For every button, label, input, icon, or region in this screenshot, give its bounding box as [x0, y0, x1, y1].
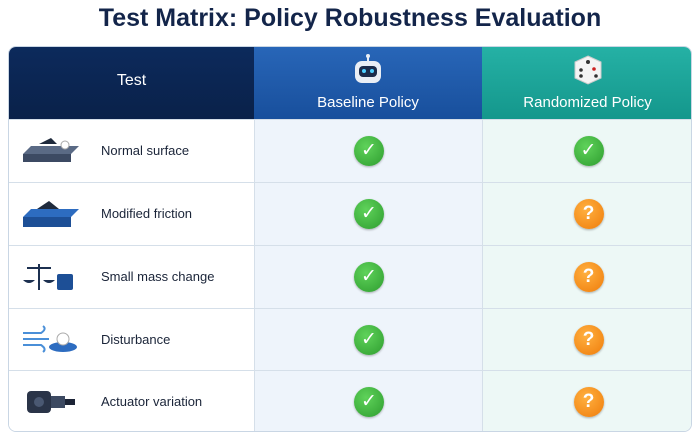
surface-icon: [23, 138, 79, 162]
result-cell: ✓: [254, 183, 483, 245]
uncertain-badge: ?: [573, 387, 604, 417]
header-cell: Test: [9, 47, 254, 119]
robot-icon: [355, 54, 381, 83]
pass-badge: ✓: [354, 262, 384, 292]
result-cell: ?: [482, 309, 691, 371]
result-cell: ✓: [482, 120, 691, 182]
header-text: Randomized Policy: [523, 94, 652, 111]
test-cell: Small mass change: [9, 246, 254, 308]
title: Test Matrix: Policy Robustness Evaluatio…: [98, 4, 602, 32]
pass-badge: ✓: [354, 387, 384, 417]
pass-badge: ✓: [354, 199, 384, 229]
wind-icon: [23, 325, 77, 353]
test-cell: Disturbance: [9, 309, 254, 371]
result-cell: ?: [482, 371, 691, 431]
header-text: Test: [116, 72, 147, 89]
result-cell: ?: [482, 246, 691, 308]
table-row: Small mass change ✓ ?: [9, 245, 691, 308]
header-cell: Baseline Policy: [254, 47, 482, 119]
scale-icon: [23, 264, 73, 290]
result-cell: ✓: [254, 120, 483, 182]
table-row: Actuator variation ✓ ?: [9, 370, 691, 431]
table-row: Normal surface ✓ ✓: [9, 119, 691, 182]
test-label: Small mass change: [101, 269, 215, 284]
uncertain-badge: ?: [573, 199, 604, 229]
pass-badge: ✓: [354, 136, 384, 166]
table-row: Disturbance ✓ ?: [9, 308, 691, 371]
pass-badge: ✓: [573, 136, 604, 166]
result-cell: ✓: [254, 371, 483, 431]
dice-icon: [574, 55, 601, 85]
result-cell: ✓: [254, 309, 483, 371]
result-cell: ✓: [254, 246, 483, 308]
header-text: Baseline Policy: [317, 94, 419, 111]
actuator-icon: [27, 391, 75, 413]
test-label: Actuator variation: [101, 394, 203, 409]
uncertain-badge: ?: [573, 262, 604, 292]
test-label: Disturbance: [101, 332, 171, 347]
result-cell: ?: [482, 183, 691, 245]
friction-icon: [23, 201, 79, 227]
uncertain-badge: ?: [573, 325, 604, 355]
test-label: Normal surface: [101, 143, 190, 158]
test-cell: Actuator variation: [9, 371, 254, 431]
test-cell: Normal surface: [9, 120, 254, 182]
table-row: Modified friction ✓ ?: [9, 182, 691, 245]
header-cell: Randomized Policy: [482, 47, 691, 119]
test-cell: Modified friction: [9, 183, 254, 245]
test-label: Modified friction: [101, 206, 193, 221]
pass-badge: ✓: [354, 325, 384, 355]
matrix-table: Test Baseline Policy Randomized Policy N…: [8, 46, 692, 432]
